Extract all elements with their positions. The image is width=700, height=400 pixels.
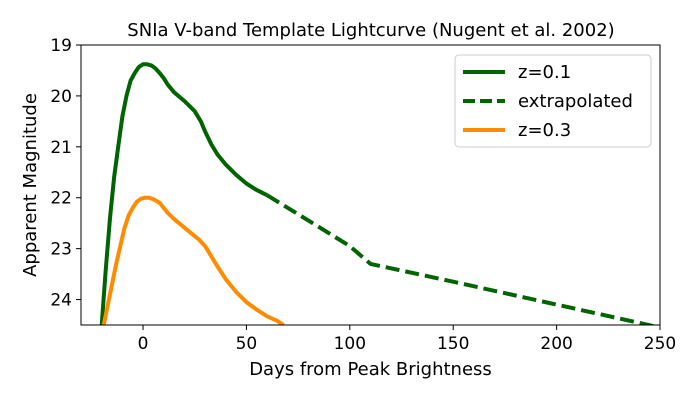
legend-label: extrapolated bbox=[518, 91, 633, 112]
y-axis-label: Apparent Magnitude bbox=[20, 93, 41, 277]
chart-title: SNIa V-band Template Lightcurve (Nugent … bbox=[127, 20, 614, 41]
y-tick-label: 20 bbox=[50, 87, 72, 107]
axis-frame bbox=[80, 44, 661, 326]
x-tick-label: 250 bbox=[644, 334, 676, 354]
x-tick-label: 100 bbox=[334, 334, 366, 354]
y-tick-label: 21 bbox=[50, 138, 72, 158]
x-axis-label: Days from Peak Brightness bbox=[249, 359, 492, 380]
legend-label: z=0.1 bbox=[518, 62, 571, 83]
legend-box bbox=[454, 54, 652, 148]
y-tick-label: 23 bbox=[50, 240, 72, 260]
y-tick-label: 19 bbox=[50, 36, 72, 56]
series-line-z-0-1 bbox=[99, 62, 268, 325]
x-tick-label: 150 bbox=[437, 334, 469, 354]
y-tick-label: 22 bbox=[50, 189, 72, 209]
legend-label: z=0.3 bbox=[518, 120, 571, 141]
x-tick-label: 50 bbox=[236, 334, 258, 354]
plot-area bbox=[99, 62, 658, 325]
legend: z=0.1 extrapolated z=0.3 bbox=[454, 54, 652, 148]
x-tick-label: 200 bbox=[540, 334, 572, 354]
y-tick-label: 24 bbox=[50, 291, 72, 311]
series-line-z-0-3 bbox=[101, 195, 285, 325]
x-tick-label: 0 bbox=[138, 334, 149, 354]
series-line-extrapolated bbox=[266, 193, 658, 325]
axis-ticks: 0 50 100 150 200 250 19 20 21 22 23 24 bbox=[50, 36, 676, 354]
